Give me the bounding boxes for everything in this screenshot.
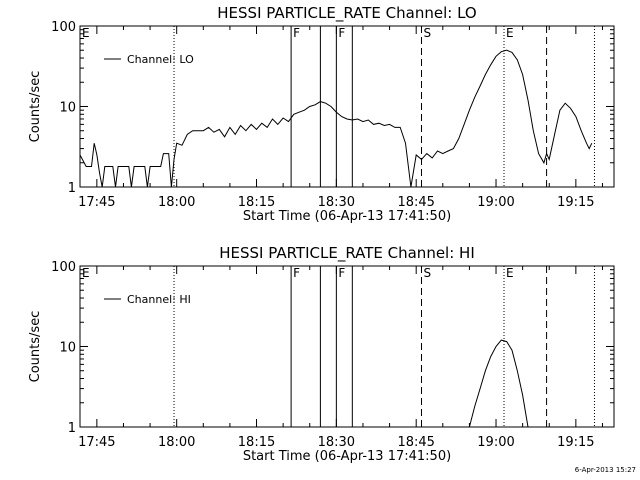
event-marker-label: F <box>338 26 345 40</box>
event-marker-label: F <box>293 266 300 280</box>
y-axis-label: Counts/sec <box>28 311 43 383</box>
y-tick-label: 10 <box>59 101 76 116</box>
chart-panel-1: HESSI PARTICLE_RATE Channel: LO 1 10 100 17:… <box>28 4 615 224</box>
x-tick-label: 18:30 <box>318 195 355 210</box>
event-marker-label: E <box>82 26 90 40</box>
chart-title: HESSI PARTICLE_RATE Channel: HI <box>219 244 475 263</box>
x-axis-label: Start Time (06-Apr-13 17:41:50) <box>243 209 451 224</box>
y-axis-label: Counts/sec <box>28 71 43 143</box>
y-tick-label: 10 <box>59 341 76 356</box>
x-tick-label: 18:45 <box>397 195 434 210</box>
x-tick-label: 18:15 <box>238 435 275 450</box>
event-marker-label: S <box>424 26 432 40</box>
x-tick-label: 18:30 <box>318 435 355 450</box>
legend-label: Channel: HI <box>127 293 191 306</box>
x-tick-label: 18:00 <box>158 195 195 210</box>
footer-date: 6-Apr-2013 15:27 <box>574 466 636 474</box>
event-marker-label: E <box>82 266 90 280</box>
x-tick-label: 18:00 <box>158 435 195 450</box>
x-tick-label: 17:45 <box>78 195 115 210</box>
x-tick-label: 19:15 <box>557 195 594 210</box>
y-tick-label: 1 <box>68 421 76 436</box>
data-series-line <box>468 339 529 428</box>
x-tick-label: 19:00 <box>477 435 514 450</box>
event-marker-label: F <box>338 266 345 280</box>
legend-label: Channel: LO <box>127 53 194 66</box>
data-series-line <box>79 49 593 188</box>
chart-panel-2: HESSI PARTICLE_RATE Channel: HI 1 10 100 17:… <box>28 244 615 464</box>
event-marker-label: E <box>506 26 514 40</box>
chart-title: HESSI PARTICLE_RATE Channel: LO <box>217 4 476 23</box>
x-tick-label: 19:00 <box>477 195 514 210</box>
x-tick-label: 18:45 <box>397 435 434 450</box>
y-tick-label: 1 <box>68 181 76 196</box>
x-tick-label: 18:15 <box>238 195 275 210</box>
x-tick-label: 19:15 <box>557 435 594 450</box>
plot-frame <box>79 25 615 188</box>
event-marker-label: S <box>424 266 432 280</box>
plot-frame <box>79 265 615 428</box>
y-tick-label: 100 <box>51 260 76 275</box>
event-marker-label: E <box>506 266 514 280</box>
y-tick-label: 100 <box>51 20 76 35</box>
x-axis-label: Start Time (06-Apr-13 17:41:50) <box>243 449 451 464</box>
event-marker-label: F <box>293 26 300 40</box>
x-tick-label: 17:45 <box>78 435 115 450</box>
